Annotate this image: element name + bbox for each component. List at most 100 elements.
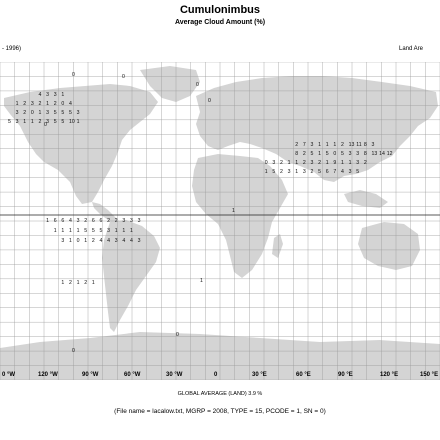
cell-value: 1 xyxy=(326,142,329,148)
cell-value: 4 xyxy=(69,101,72,107)
cell-value: 3 xyxy=(54,92,57,98)
cell-value: 3 xyxy=(311,142,314,148)
cell-value: 1 xyxy=(115,228,118,234)
north-america-landmass xyxy=(4,84,158,204)
cell-value: 1 xyxy=(46,218,49,224)
cell-value: 6 xyxy=(326,169,329,175)
cell-value: 3 xyxy=(349,169,352,175)
longitude-label: 30 °W xyxy=(166,372,183,378)
cell-value: 5 xyxy=(61,119,64,125)
cell-value: 1 xyxy=(326,160,329,166)
madagascar-landmass xyxy=(272,234,283,258)
period-label: - 1996) xyxy=(2,46,22,52)
cell-value: 3 xyxy=(372,142,375,148)
cell-value: 2 xyxy=(280,160,283,166)
cell-value: 1 xyxy=(61,228,64,234)
longitude-label: 90 °E xyxy=(338,372,353,378)
cell-value: 3 xyxy=(77,218,80,224)
cell-value: 3 xyxy=(356,151,359,157)
cell-value: 1 xyxy=(333,142,336,148)
longitude-label: 0 °W xyxy=(2,372,15,378)
cell-value: 4 xyxy=(107,238,110,244)
cell-value: 5 xyxy=(100,228,103,234)
cell-value: 4 xyxy=(39,92,42,98)
cell-value: 1 xyxy=(69,228,72,234)
cell-value: 4 xyxy=(100,238,103,244)
cell-value: 6 xyxy=(100,218,103,224)
longitude-label: 90 °W xyxy=(82,372,99,378)
cell-value: 2 xyxy=(84,218,87,224)
isolated-cell-value: 0 xyxy=(72,72,75,78)
cell-value: 1 xyxy=(84,238,87,244)
cell-value: 1 xyxy=(46,101,49,107)
cell-value: 5 xyxy=(69,110,72,116)
cell-value: 1 xyxy=(31,119,34,125)
cell-value: 5 xyxy=(311,151,314,157)
cell-value: 1 xyxy=(349,160,352,166)
maritime-asia-landmass xyxy=(344,190,388,208)
cell-value: 5 xyxy=(54,119,57,125)
cell-value: 2 xyxy=(84,280,87,286)
cell-value: 3 xyxy=(46,110,49,116)
cell-value: 1 xyxy=(23,119,26,125)
cell-value: 2 xyxy=(54,101,57,107)
cell-value: 0 xyxy=(77,238,80,244)
cell-value: 5 xyxy=(341,151,344,157)
cell-value: 13 xyxy=(372,151,378,157)
isolated-cell-value: 0 xyxy=(122,74,125,80)
cell-value: 1 xyxy=(77,280,80,286)
cell-value: 2 xyxy=(303,151,306,157)
cell-value: 4 xyxy=(341,169,344,175)
isolated-cell-value: 0 xyxy=(196,82,199,88)
cell-value: 3 xyxy=(130,218,133,224)
cell-value: 1 xyxy=(61,92,64,98)
global-average: GLOBAL AVERAGE (LAND) 3.9 % xyxy=(177,391,263,397)
cell-value: 2 xyxy=(69,280,72,286)
cell-value: 4 xyxy=(69,218,72,224)
world-map: 4 3 3 11 2 3 2 1 2 0 43 2 0 1 3 5 5 5 35 3 1 1 2 3 5 5 10 12 7 3 1 1 1 2 1… xyxy=(0,62,440,380)
isolated-cell-value: 0 xyxy=(208,98,211,104)
cell-value: 3 xyxy=(107,228,110,234)
cell-value: 3 xyxy=(115,238,118,244)
cell-value: 3 xyxy=(303,169,306,175)
cell-value: 3 xyxy=(46,92,49,98)
cell-value: 1 xyxy=(318,151,321,157)
cell-value: 5 xyxy=(326,151,329,157)
cell-value: 3 xyxy=(31,101,34,107)
isolated-cell-value: 1 xyxy=(232,208,235,214)
cell-value: 1 xyxy=(295,160,298,166)
cell-value: 3 xyxy=(122,218,125,224)
cell-value: 2 xyxy=(364,160,367,166)
cell-value: 1 xyxy=(288,160,291,166)
chart-title: Cumulonimbus xyxy=(179,4,261,16)
cell-value: 3 xyxy=(138,218,141,224)
cell-values: 4 3 3 11 2 3 2 1 2 0 43 2 0 1 3 5 5 5 35 3 1 1 2 3 5 5 10 12 7 3 1 1 1 2 1… xyxy=(8,72,393,354)
cell-value: 4 xyxy=(130,238,133,244)
cell-value: 10 xyxy=(69,119,75,125)
cell-value: 1 xyxy=(122,228,125,234)
cell-value: 3 xyxy=(311,160,314,166)
cell-value: 5 xyxy=(8,119,11,125)
cell-value: 5 xyxy=(356,169,359,175)
longitude-label: 120 °W xyxy=(38,372,58,378)
south-america-landmass xyxy=(102,220,160,332)
longitude-labels: 0 °W 120 °W 90 °W 60 °W 30 °W 0 30 °E 60 °E 90 °… xyxy=(2,372,438,378)
cell-value: 11 xyxy=(356,142,361,148)
cell-value: 12 xyxy=(387,151,393,157)
longitude-label: 0 xyxy=(214,372,218,378)
cell-value: 8 xyxy=(364,151,367,157)
cell-value: 7 xyxy=(333,169,336,175)
cell-value: 7 xyxy=(303,142,306,148)
cell-value: 0 xyxy=(333,151,336,157)
cell-value: 1 xyxy=(61,280,64,286)
cell-value: 14 xyxy=(379,151,385,157)
isolated-cell-value: 1 xyxy=(200,278,203,284)
cell-value: 3 xyxy=(138,238,141,244)
cell-value: 8 xyxy=(364,142,367,148)
cell-value: 1 xyxy=(130,228,133,234)
cell-value: 5 xyxy=(84,228,87,234)
isolated-cell-value: 0 xyxy=(44,122,47,128)
cell-value: 2 xyxy=(92,238,95,244)
cell-value: 2 xyxy=(107,218,110,224)
file-info: (File name = lacalow.txt, MGRP = 2008, T… xyxy=(114,408,326,415)
